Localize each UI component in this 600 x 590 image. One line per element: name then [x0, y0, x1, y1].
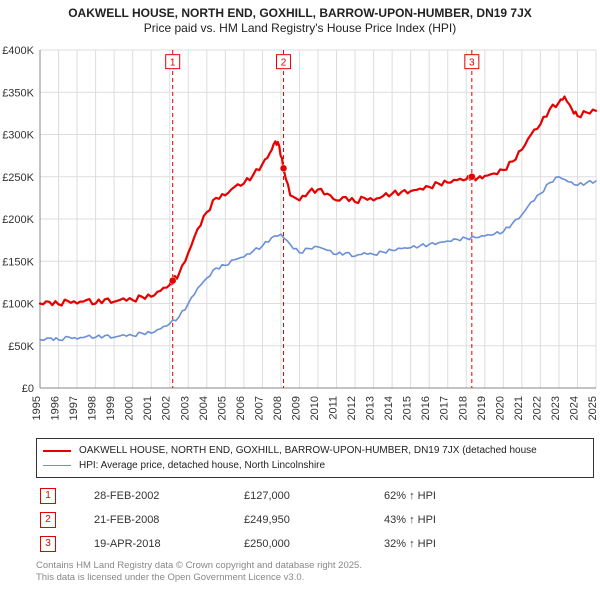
legend: OAKWELL HOUSE, NORTH END, GOXHILL, BARRO… — [36, 438, 594, 478]
marker-row: 3 19-APR-2018£250,00032% ↑ HPI — [36, 532, 594, 556]
y-tick-label: £350K — [2, 87, 34, 99]
marker-badge: 1 — [170, 58, 176, 69]
y-tick-label: £50K — [8, 341, 34, 353]
x-tick-label: 2005 — [216, 396, 228, 420]
chart-title-block: OAKWELL HOUSE, NORTH END, GOXHILL, BARRO… — [0, 0, 600, 35]
attribution-footer: Contains HM Land Registry data © Crown c… — [36, 560, 362, 584]
marker-number-box: 3 — [40, 536, 56, 552]
y-tick-label: £200K — [2, 214, 34, 226]
marker-delta: 32% ↑ HPI — [384, 538, 564, 550]
marker-row: 2 21-FEB-2008£249,95043% ↑ HPI — [36, 508, 594, 532]
x-tick-label: 2024 — [568, 396, 580, 420]
x-tick-label: 2020 — [494, 396, 506, 420]
marker-delta: 62% ↑ HPI — [384, 490, 564, 502]
marker-row: 1 28-FEB-2002£127,00062% ↑ HPI — [36, 484, 594, 508]
sale-markers-table: 1 28-FEB-2002£127,00062% ↑ HPI 2 21-FEB-200… — [36, 484, 594, 556]
x-tick-label: 2003 — [179, 396, 191, 420]
x-tick-label: 2010 — [309, 396, 321, 420]
legend-label: OAKWELL HOUSE, NORTH END, GOXHILL, BARRO… — [79, 445, 537, 456]
x-tick-label: 2007 — [253, 396, 265, 420]
x-tick-label: 2017 — [439, 396, 451, 420]
legend-label: HPI: Average price, detached house, Nort… — [79, 460, 325, 471]
chart-title-line1: OAKWELL HOUSE, NORTH END, GOXHILL, BARRO… — [0, 6, 600, 20]
marker-date: 21-FEB-2008 — [94, 514, 244, 526]
x-tick-label: 2014 — [383, 396, 395, 420]
x-tick-label: 2011 — [328, 396, 340, 420]
x-tick-label: 2016 — [420, 396, 432, 420]
x-tick-label: 1998 — [87, 396, 99, 420]
marker-price: £127,000 — [244, 490, 384, 502]
x-tick-label: 2006 — [235, 396, 247, 420]
x-tick-label: 2019 — [476, 396, 488, 420]
x-tick-label: 2002 — [161, 396, 173, 420]
marker-number-box: 2 — [40, 512, 56, 528]
marker-delta: 43% ↑ HPI — [384, 514, 564, 526]
marker-price: £250,000 — [244, 538, 384, 550]
x-tick-label: 2012 — [346, 396, 358, 420]
x-tick-label: 1999 — [105, 396, 117, 420]
marker-date: 19-APR-2018 — [94, 538, 244, 550]
price-chart: £0 £50K £100K £150K £200K £250K £300K £350K £400… — [0, 44, 600, 436]
x-tick-label: 2004 — [198, 396, 210, 420]
x-tick-label: 2021 — [513, 396, 525, 420]
x-tick-label: 2018 — [457, 396, 469, 420]
x-tick-label: 2025 — [587, 396, 599, 420]
x-tick-label: 2015 — [402, 396, 414, 420]
chart-title-line2: Price paid vs. HM Land Registry's House … — [0, 21, 600, 35]
chart-container: £0 £50K £100K £150K £200K £250K £300K £350K £400… — [0, 44, 600, 441]
y-tick-label: £100K — [2, 299, 34, 311]
y-tick-label: £300K — [2, 130, 34, 142]
y-tick-label: £400K — [2, 45, 34, 57]
x-tick-label: 2022 — [531, 396, 543, 420]
x-tick-label: 2001 — [142, 396, 154, 420]
legend-swatch — [43, 465, 71, 466]
y-tick-label: £150K — [2, 256, 34, 268]
x-tick-label: 2009 — [290, 396, 302, 420]
x-tick-label: 2023 — [550, 396, 562, 420]
x-tick-label: 1996 — [50, 396, 62, 420]
legend-swatch — [43, 450, 71, 452]
x-tick-label: 1997 — [68, 396, 80, 420]
marker-badge: 3 — [469, 58, 475, 69]
marker-date: 28-FEB-2002 — [94, 490, 244, 502]
marker-price: £249,950 — [244, 514, 384, 526]
legend-row: OAKWELL HOUSE, NORTH END, GOXHILL, BARRO… — [43, 443, 587, 458]
x-tick-label: 2000 — [124, 396, 136, 420]
y-tick-label: £0 — [22, 383, 34, 395]
marker-number-box: 1 — [40, 488, 56, 504]
footer-line1: Contains HM Land Registry data © Crown c… — [36, 560, 362, 572]
x-tick-label: 1995 — [31, 396, 43, 420]
legend-row: HPI: Average price, detached house, Nort… — [43, 458, 587, 473]
x-tick-label: 2008 — [272, 396, 284, 420]
y-tick-label: £250K — [2, 172, 34, 184]
marker-badge: 2 — [281, 58, 287, 69]
footer-line2: This data is licensed under the Open Gov… — [36, 572, 362, 584]
x-tick-label: 2013 — [365, 396, 377, 420]
